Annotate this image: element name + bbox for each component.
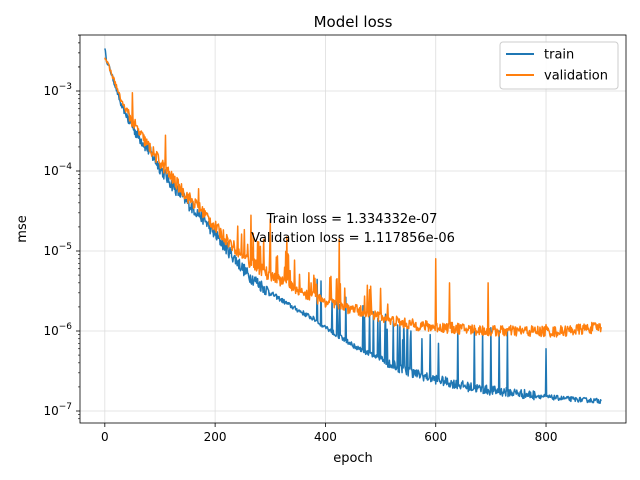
x-tick-label: 0 (101, 430, 109, 444)
x-tick-label: 400 (314, 430, 337, 444)
y-tick-label: 10−5 (43, 242, 72, 258)
x-axis-label: epoch (333, 451, 373, 466)
y-tick-label: 10−4 (43, 162, 72, 178)
annotation-validation-loss: Validation loss = 1.117856e-06 (251, 231, 455, 246)
x-tick-label: 800 (535, 430, 558, 444)
y-tick-label: 10−6 (43, 322, 72, 338)
series-line-validation (104, 57, 602, 338)
legend-validation-label: validation (544, 69, 608, 84)
y-tick-label: 10−7 (43, 402, 72, 418)
chart-title: Model loss (314, 13, 393, 31)
legend-train-label: train (544, 48, 574, 63)
x-tick-label: 600 (424, 430, 447, 444)
x-tick-label: 200 (204, 430, 227, 444)
annotation-train-loss: Train loss = 1.334332e-07 (266, 212, 438, 227)
legend: train validation (499, 41, 619, 90)
series-lines (104, 48, 602, 404)
axis-ticks: 0 200 400 600 800 10−7 10−6 10−5 10−4 10−3 (43, 34, 558, 444)
y-tick-label: 10−3 (43, 82, 72, 98)
y-axis-label: mse (15, 215, 30, 242)
plot-frame (79, 34, 627, 424)
